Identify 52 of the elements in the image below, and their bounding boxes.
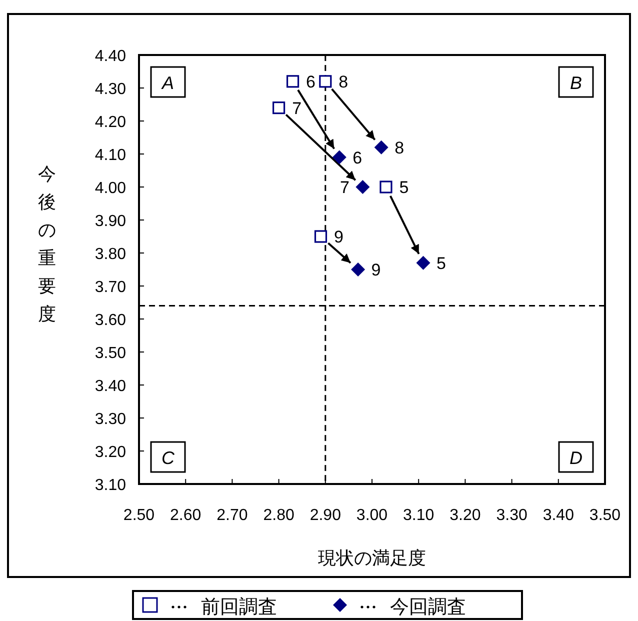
y-tick-label: 3.80 [94, 246, 126, 263]
annotation: 9 [371, 260, 381, 280]
annotation: A [160, 73, 174, 93]
y-axis-title: 今後の重要度 [38, 164, 56, 324]
point [380, 180, 392, 194]
point [356, 180, 370, 194]
annotation: 8 [338, 72, 348, 92]
y-tick-label: 4.30 [94, 81, 126, 98]
y-tick-label: 3.30 [94, 411, 126, 428]
x-tick-label: 3.50 [589, 507, 621, 524]
y-tick-label: 3.10 [94, 477, 126, 494]
y-tick-label: 3.60 [94, 312, 126, 329]
y-tick-label: 3.40 [94, 378, 126, 395]
point [416, 256, 430, 270]
x-tick-label: 3.40 [542, 507, 574, 524]
annotation: 7 [340, 178, 350, 197]
annotation: 8 [394, 138, 404, 158]
y-tick-label: 4.40 [94, 48, 126, 65]
legend-label: 今回調査 [390, 597, 466, 618]
annotation: D [570, 448, 582, 468]
x-tick-label: 3.10 [403, 507, 434, 524]
x-tick-label: 2.70 [216, 507, 248, 524]
y-tick-label: 3.90 [94, 213, 126, 230]
point [286, 75, 300, 88]
x-tick-label: 2.90 [310, 507, 342, 524]
x-tick-label: 2.60 [170, 507, 202, 524]
y-tick-label: 3.20 [94, 444, 126, 461]
point [351, 262, 366, 276]
point [374, 140, 388, 154]
y-tick-label: 4.00 [94, 180, 126, 197]
annotation: 5 [436, 254, 446, 273]
point [272, 102, 286, 114]
x-tick-label: 3.30 [496, 507, 528, 524]
annotation: C [162, 448, 176, 468]
y-tick-label: 4.10 [94, 147, 126, 164]
annotation: 7 [292, 98, 302, 118]
annotation: 9 [334, 228, 344, 246]
point [319, 75, 332, 88]
x-tick-label: 2.50 [123, 507, 155, 524]
y-tick-label: 3.50 [94, 345, 126, 362]
x-tick-label: 3.20 [450, 507, 481, 524]
annotation: 5 [399, 178, 409, 197]
x-tick-label: 2.80 [263, 507, 294, 524]
legend-label: 前回調査 [201, 597, 277, 618]
x-tick-label: 3.00 [356, 507, 388, 524]
y-tick-label: 3.70 [94, 279, 126, 296]
point [314, 230, 328, 243]
y-tick-label: 4.20 [94, 114, 126, 131]
annotation: 6 [306, 72, 316, 92]
annotation: B [570, 73, 582, 93]
annotation: 6 [352, 148, 362, 168]
x-axis-title: 現状の満足度 [318, 548, 426, 568]
